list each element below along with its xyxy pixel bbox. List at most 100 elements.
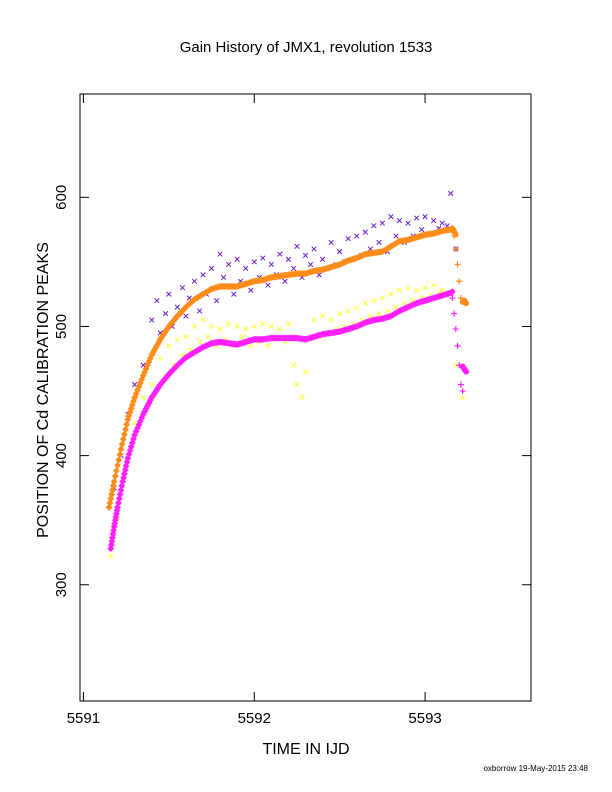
series-dot (459, 363, 470, 375)
data-point (121, 431, 128, 438)
series-dense (107, 288, 456, 552)
data-point (149, 381, 155, 388)
y-tick-label: 300 (53, 572, 70, 597)
data-point (454, 261, 461, 268)
data-point (123, 421, 130, 428)
data-point (217, 251, 223, 257)
data-point (396, 287, 403, 293)
data-point (328, 317, 334, 323)
data-point (174, 336, 181, 343)
data-point (460, 394, 466, 401)
data-point (116, 451, 124, 458)
x-axis-label: TIME IN IJD (262, 741, 349, 758)
data-point (319, 313, 326, 319)
data-point (140, 394, 146, 401)
data-point (454, 342, 461, 349)
data-point (179, 285, 186, 291)
data-point (285, 321, 292, 327)
data-point (413, 287, 420, 293)
data-point (234, 256, 240, 262)
data-point (422, 214, 428, 220)
data-point (191, 278, 198, 284)
data-point (354, 233, 360, 239)
x-tick-label: 5592 (238, 710, 271, 727)
data-point (174, 304, 181, 310)
data-point (115, 456, 122, 464)
data-point (183, 313, 189, 319)
data-point (396, 217, 403, 224)
data-point (214, 297, 220, 304)
series-layer (105, 190, 470, 560)
data-point (456, 278, 463, 285)
data-point (337, 248, 343, 255)
data-point (413, 215, 420, 221)
data-point (448, 190, 454, 197)
data-point (311, 317, 317, 323)
data-point (260, 255, 266, 261)
data-point (208, 323, 215, 330)
data-point (294, 243, 300, 250)
chart-title: Gain History of JMX1, revolution 1533 (180, 39, 433, 56)
data-point (459, 388, 466, 395)
data-point (113, 467, 120, 474)
data-point (354, 305, 360, 312)
y-tick-label: 400 (53, 443, 70, 468)
plot-frame (79, 93, 532, 702)
data-point (299, 394, 305, 401)
data-point (117, 445, 125, 453)
data-point (183, 334, 189, 340)
data-point (265, 282, 271, 288)
data-point (234, 323, 240, 330)
data-point (277, 326, 283, 332)
data-point (285, 256, 292, 262)
data-point (419, 226, 425, 233)
data-point (379, 295, 386, 301)
series-dense (105, 225, 459, 511)
data-point (260, 321, 266, 327)
data-point (371, 223, 377, 229)
data-point (379, 220, 386, 226)
data-point (196, 308, 203, 314)
data-point (277, 251, 283, 257)
series-cross (108, 282, 466, 560)
data-point (248, 343, 254, 349)
y-tick-label: 600 (53, 185, 70, 210)
data-point (108, 553, 114, 560)
data-point (294, 381, 300, 388)
data-point (457, 381, 464, 388)
data-point (231, 291, 237, 297)
data-point (208, 265, 215, 272)
data-point (114, 462, 121, 469)
data-point (307, 261, 314, 268)
data-point (384, 308, 391, 314)
data-point (328, 239, 334, 246)
series-dot (459, 297, 470, 307)
data-point (393, 304, 399, 310)
data-point (376, 239, 382, 246)
data-point (311, 246, 317, 252)
data-point (371, 297, 377, 304)
data-point (217, 326, 223, 332)
x-tick-label: 5593 (408, 710, 441, 727)
data-point (112, 472, 119, 480)
data-point (452, 245, 459, 252)
data-point (196, 339, 203, 345)
data-point (319, 256, 326, 262)
data-point (376, 310, 382, 317)
data-point (225, 321, 232, 327)
data-point (302, 252, 309, 259)
footer-text: oxborrow 19-May-2015 23:48 (483, 764, 588, 773)
data-point (268, 261, 274, 268)
y-axis: 300 400 500 600 (53, 185, 531, 597)
data-point (449, 288, 456, 295)
data-point (149, 317, 155, 323)
data-point (449, 295, 456, 302)
data-point (337, 310, 343, 317)
data-point (118, 441, 126, 448)
data-point (248, 287, 254, 293)
data-point (166, 343, 172, 349)
data-point (157, 356, 163, 362)
data-point (451, 310, 458, 317)
series-plus (449, 295, 466, 395)
